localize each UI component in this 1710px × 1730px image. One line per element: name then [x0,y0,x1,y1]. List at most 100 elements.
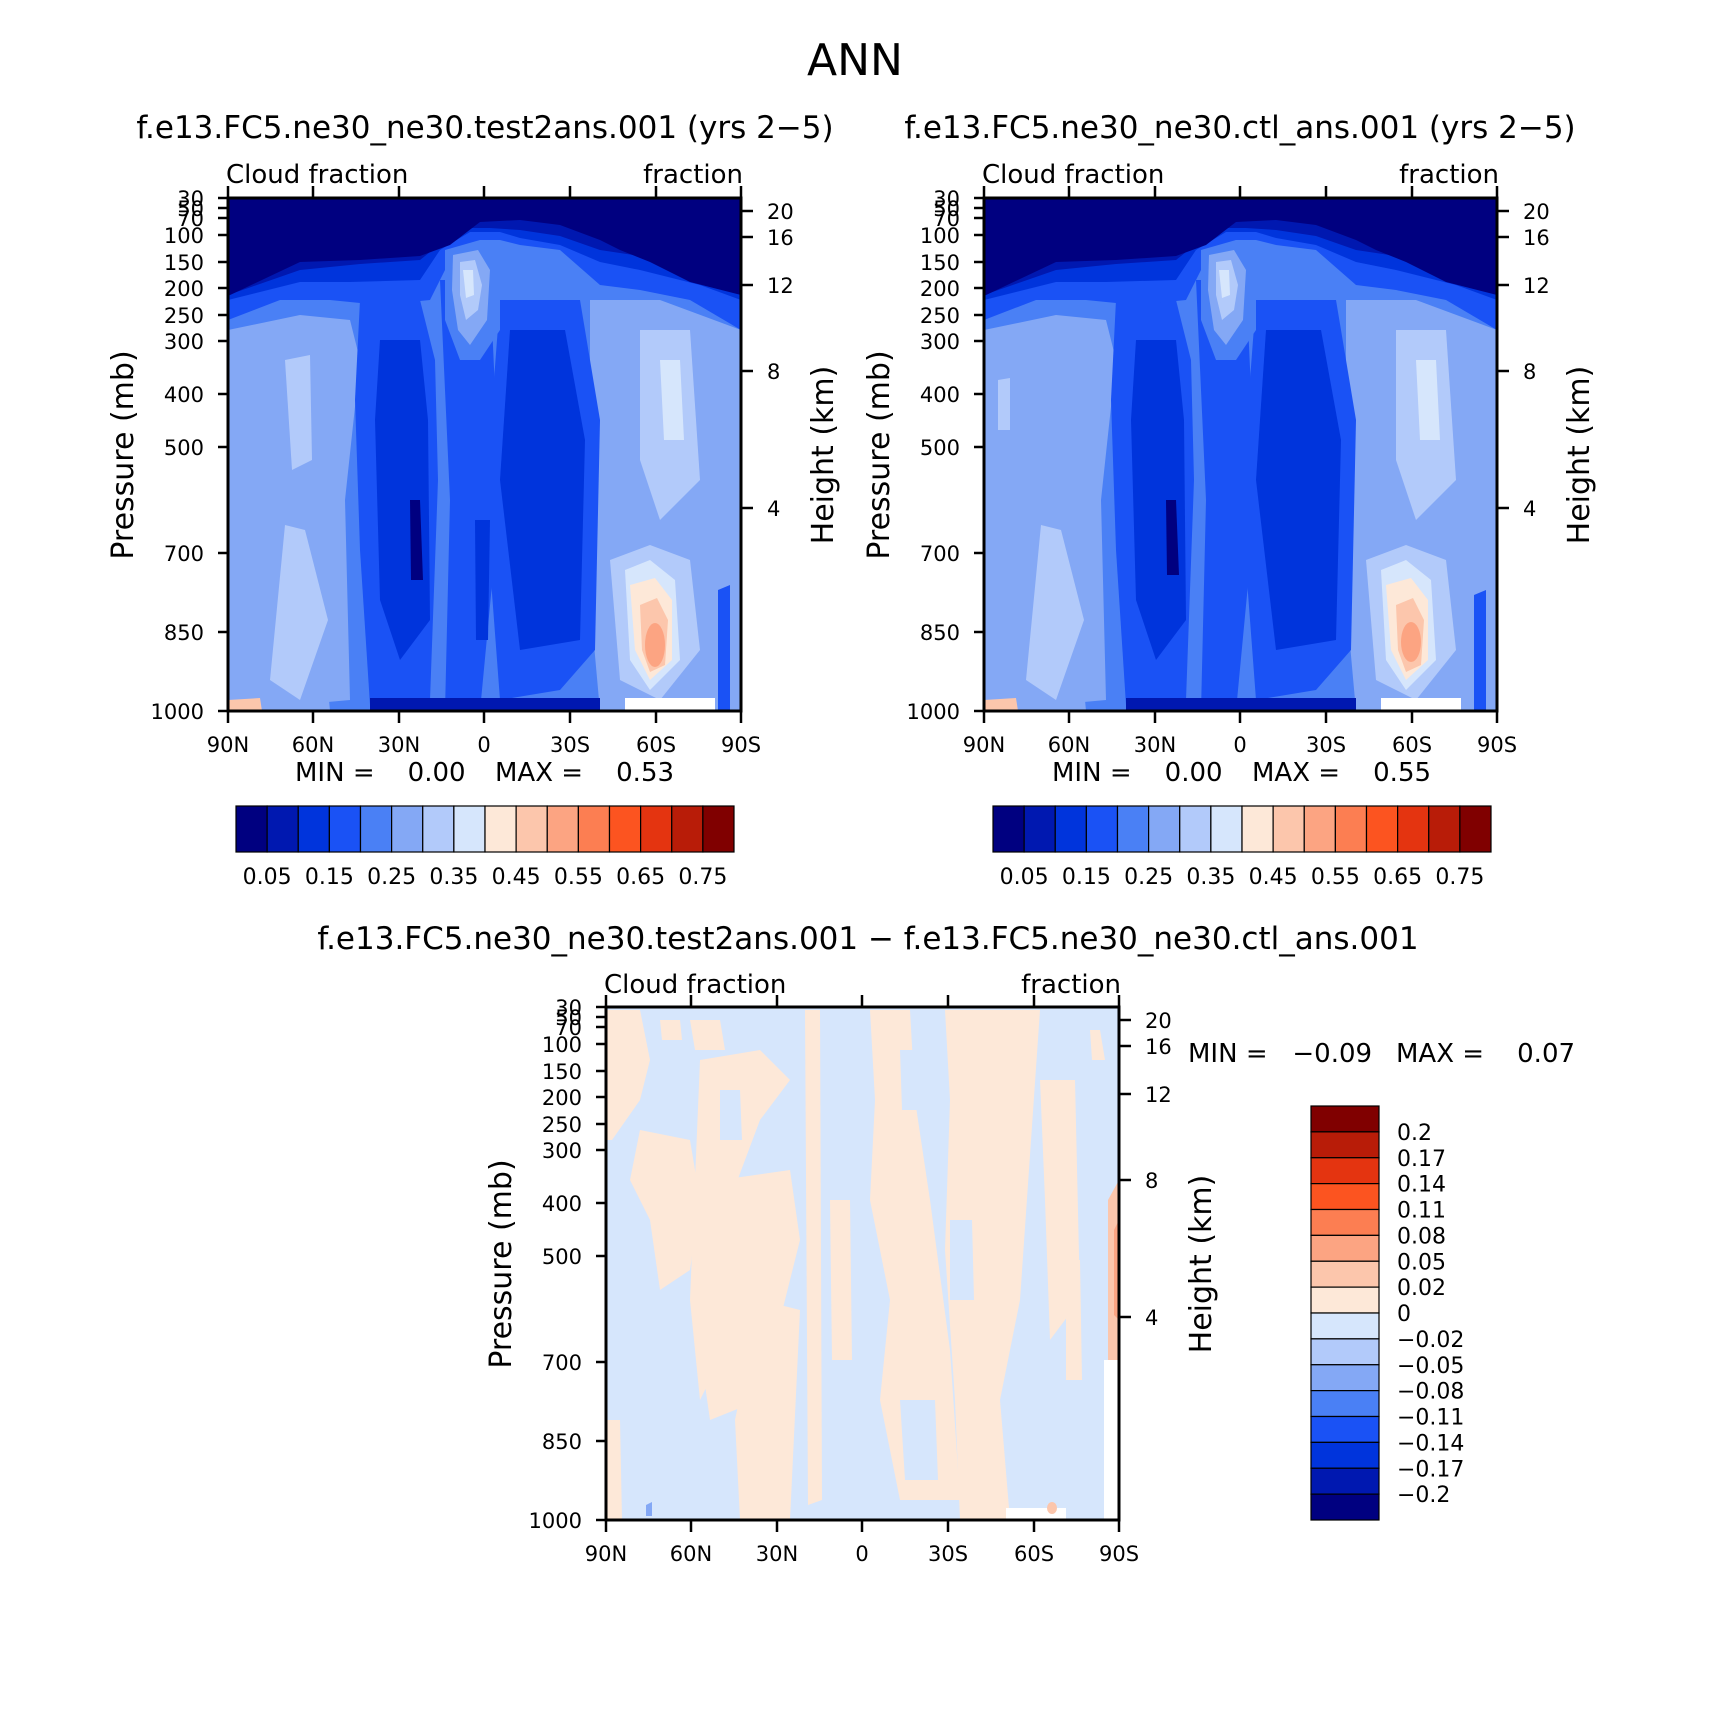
panel-1-min: MIN = 0.00 [295,758,466,788]
colorbar-swatch [1428,805,1461,853]
panel-2-ytick-label: 500 [920,436,960,460]
colorbar-swatch [1310,1183,1380,1211]
panel-1-ytick-label: 250 [164,304,204,328]
panel-3-y2tick-label: 4 [1145,1306,1158,1330]
colorbar-label: 0.17 [1397,1147,1446,1172]
panel-3-y2tick-label: 8 [1145,1169,1158,1193]
colorbar-swatch [266,805,299,853]
colorbar-swatch [235,805,268,853]
panel-1-xtick-label: 30S [550,733,590,757]
panel-1-ytick-label: 700 [164,542,204,566]
colorbar-swatch [577,805,611,853]
colorbar-label: 0.05 [1397,1250,1446,1275]
colorbar-swatch [608,805,642,853]
colorbar-swatch [1148,805,1181,853]
panel-1-ytick-label: 70 [177,207,204,231]
panel-1-ytick-label: 500 [164,436,204,460]
colorbar-label: 0.15 [305,865,354,890]
panel-3-xtick-label: 90S [1099,1542,1139,1566]
colorbar-label: 0.65 [1373,865,1422,890]
panel-1-colorbar: 0.05 0.15 0.25 0.35 0.45 0.55 0.65 0.75 [235,805,735,890]
colorbar-label: 0.15 [1062,865,1111,890]
colorbar-label: 0.55 [554,865,603,890]
colorbar-swatch [1303,805,1336,853]
colorbar-swatch [1241,805,1274,853]
panel-1-xtick-label: 90N [207,733,249,757]
colorbar-swatch [1310,1493,1380,1521]
panel-2-top-ticks [982,186,1499,198]
panel-1-y-ticks: 30 50 70 100 150 200 250 300 400 500 700… [151,187,228,724]
colorbar-swatch [1310,1286,1380,1314]
panel-2-ytick-label: 700 [920,542,960,566]
panel-1-y2tick-label: 16 [767,226,794,250]
panel-3-right-string: fraction [1021,970,1121,1000]
panel-3-xtick-label: 30N [756,1542,798,1566]
panel-3-ytick-label: 1000 [529,1509,582,1533]
colorbar-swatch [1334,805,1368,853]
panel-3-ytick-label: 50 [555,1006,582,1030]
figure-title: ANN [807,35,903,86]
panel-2-ytick-label: 200 [920,277,960,301]
colorbar-label: 0.2 [1397,1121,1432,1146]
colorbar-swatch [1310,1105,1380,1133]
panel-1-y2-ticks: 20 16 12 8 4 [741,200,794,521]
panel-2-ytick-label: 1000 [907,700,960,724]
panel-2-min: MIN = 0.00 [1052,758,1223,788]
panel-2-ytick-label: 850 [920,621,960,645]
panel-3-ytick-label: 850 [542,1430,582,1454]
panel-1-xtick-label: 0 [477,733,490,757]
colorbar-swatch [515,805,548,853]
colorbar-swatch [1310,1208,1380,1236]
panel-1-contour-field [228,198,741,711]
colorbar-label: −0.2 [1397,1483,1450,1508]
colorbar-label: 0.75 [678,865,727,890]
panel-1-ytick-label: 850 [164,621,204,645]
colorbar-swatch [640,805,673,853]
panel-1-y2label: Height (km) [806,366,841,545]
colorbar-swatch [1023,805,1056,853]
colorbar-label: −0.14 [1397,1431,1464,1456]
colorbar-label: 0.35 [429,865,478,890]
panel-3-xtick-label: 0 [855,1542,868,1566]
colorbar-label: −0.05 [1397,1354,1464,1379]
colorbar-swatch [702,805,735,853]
panel-2-ytick-label: 70 [933,207,960,231]
colorbar-swatch [297,805,330,853]
panel-2-ytick-label: 300 [920,330,960,354]
colorbar-swatch [1210,805,1243,853]
panel-2-contour-field [984,198,1497,711]
colorbar-swatch [1310,1312,1380,1340]
panel-3-colorbar: 0.20.170.140.110.080.050.020−0.02−0.05−0… [1310,1105,1464,1521]
panel-2-y2-ticks: 20 16 12 8 4 [1497,200,1550,521]
panel-2-xtick-label: 60S [1392,733,1432,757]
panel-1-xtick-label: 90S [721,733,761,757]
panel-2-ytick-label: 400 [920,383,960,407]
panel-1-xtick-label: 60N [292,733,334,757]
panel-2-ytick-label: 30 [933,187,960,211]
panel-3-y2label: Height (km) [1184,1175,1219,1354]
panel-3-ytick-label: 500 [542,1245,582,1269]
panel-1-ylabel: Pressure (mb) [106,350,141,559]
colorbar-swatch [992,805,1025,853]
panel-2-ytick-label: 250 [920,304,960,328]
panel-3-xtick-label: 30S [928,1542,968,1566]
colorbar-swatch [1365,805,1399,853]
panel-2-ytick-label: 100 [920,224,960,248]
colorbar-swatch [1310,1390,1380,1418]
panel-1-y2tick-label: 4 [767,497,780,521]
panel-1-ytick-label: 50 [177,197,204,221]
panel-3-top-ticks [604,995,1121,1007]
panel-2-y2label: Height (km) [1562,366,1597,545]
colorbar-label: 0.55 [1311,865,1360,890]
panel-3-title: f.e13.FC5.ne30_ne30.test2ans.001 − f.e13… [317,921,1418,957]
panel-3-y2tick-label: 16 [1145,1035,1172,1059]
panel-2: f.e13.FC5.ne30_ne30.ctl_ans.001 (yrs 2−5… [862,110,1597,890]
colorbar-swatch [1054,805,1087,853]
panel-2-xtick-label: 90N [963,733,1005,757]
colorbar-swatch [1310,1338,1380,1366]
panel-2-xtick-label: 30N [1134,733,1176,757]
colorbar-label: 0.11 [1397,1199,1446,1224]
colorbar-swatch [1179,805,1212,853]
colorbar-swatch [1310,1441,1380,1469]
colorbar-swatch [1310,1260,1380,1288]
